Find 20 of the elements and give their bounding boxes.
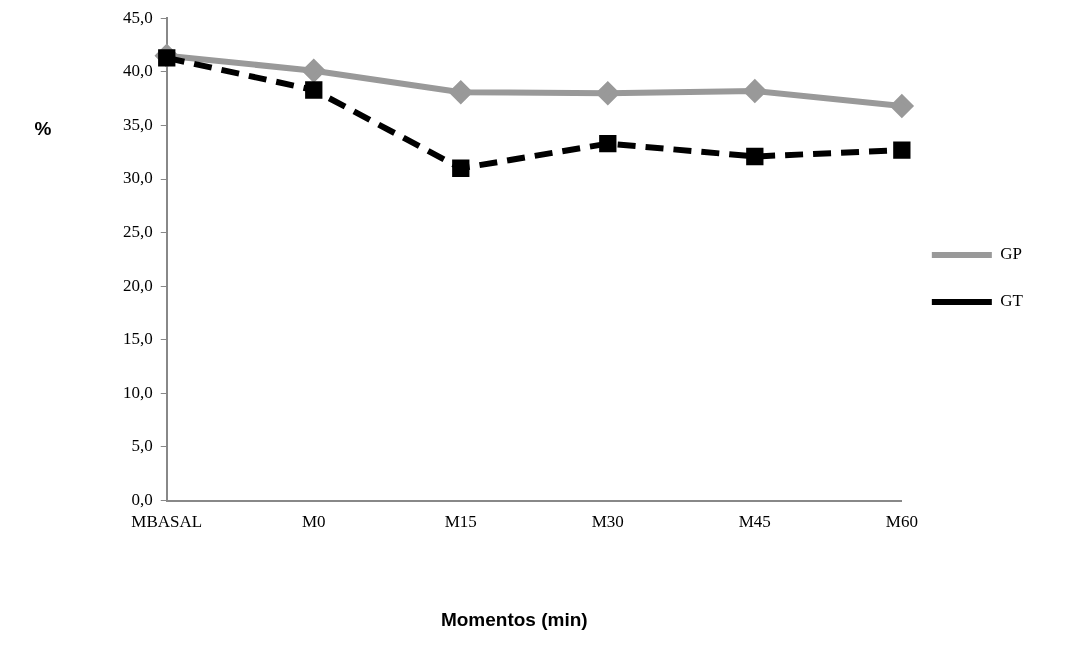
- x-tick-label: MBASAL: [131, 512, 203, 532]
- y-axis-title: %: [34, 118, 52, 140]
- legend-label: GP: [1000, 244, 1023, 264]
- x-tick-label: M45: [738, 512, 771, 532]
- y-tick-label: 30,0: [123, 168, 153, 188]
- y-tick-label: 25,0: [123, 222, 153, 242]
- y-tick-label: 15,0: [123, 329, 153, 349]
- y-tick-label: 45,0: [123, 7, 153, 27]
- x-axis-title: Momentos (min): [440, 609, 588, 631]
- y-tick-label: 40,0: [123, 61, 153, 81]
- legend-label: GT: [1000, 291, 1024, 311]
- y-tick-label: 10,0: [123, 382, 153, 402]
- y-tick-label: 20,0: [123, 275, 153, 295]
- x-tick-label: M30: [591, 512, 624, 532]
- y-tick-label: 35,0: [123, 114, 153, 134]
- y-tick-label: 5,0: [131, 436, 153, 456]
- x-tick-label: M15: [444, 512, 477, 532]
- x-tick-label: M60: [885, 512, 918, 532]
- x-tick-label: M0: [301, 512, 326, 532]
- y-tick-label: 0,0: [131, 490, 153, 510]
